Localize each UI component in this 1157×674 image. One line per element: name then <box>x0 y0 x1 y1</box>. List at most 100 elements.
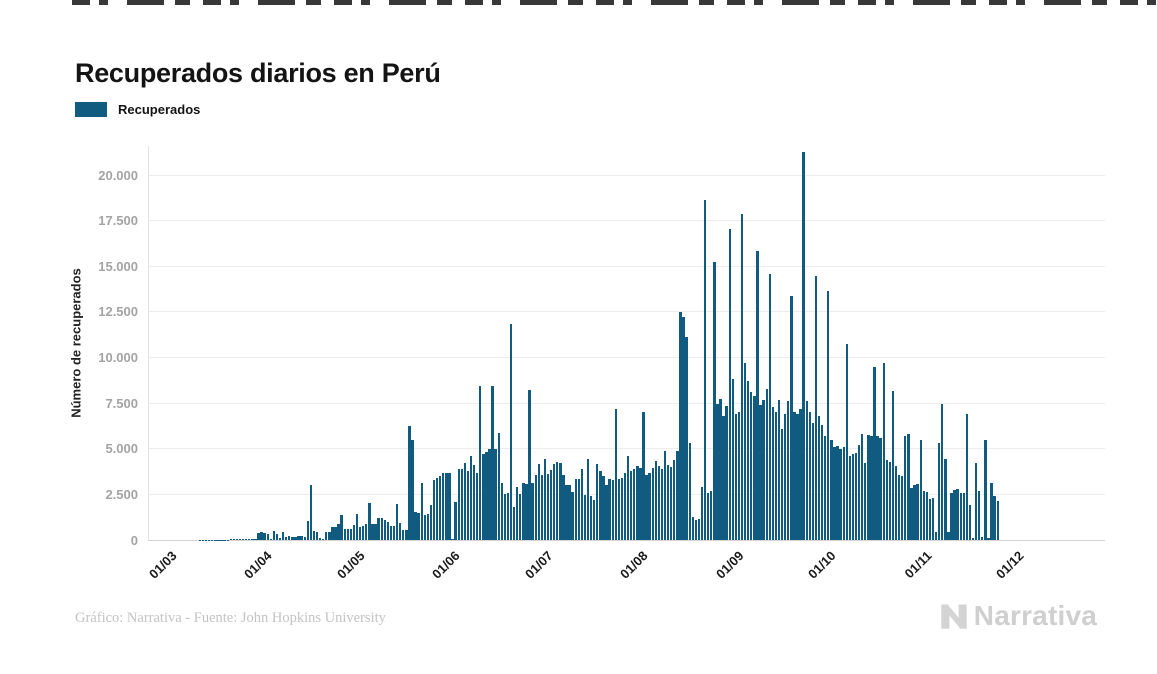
x-tick-label: 01/05 <box>333 548 368 582</box>
bar <box>306 520 309 540</box>
bar <box>568 485 571 540</box>
bar <box>784 414 787 540</box>
bar <box>571 491 574 540</box>
bar <box>405 529 408 540</box>
bar <box>707 493 710 540</box>
x-tick-label: 01/10 <box>805 548 839 582</box>
bar <box>476 472 479 540</box>
bar <box>439 476 442 540</box>
bar <box>334 527 337 540</box>
bar <box>500 483 503 540</box>
bar <box>962 493 965 540</box>
bar <box>374 524 377 540</box>
bar <box>269 538 272 540</box>
bar <box>925 491 929 540</box>
bar <box>380 518 383 540</box>
bar <box>451 539 454 540</box>
bar <box>922 490 925 540</box>
narrativa-logo-icon <box>941 604 967 629</box>
bar <box>716 403 719 540</box>
x-tick-label: 01/04 <box>241 548 276 582</box>
bar <box>956 489 959 540</box>
bar <box>978 490 981 540</box>
bar <box>442 473 445 540</box>
bar <box>981 537 984 540</box>
bar <box>910 488 913 540</box>
bar <box>777 399 781 540</box>
bar <box>660 468 664 540</box>
bar <box>737 412 741 540</box>
bar <box>263 533 266 540</box>
legend-swatch <box>75 102 107 117</box>
bar <box>904 436 907 540</box>
bar <box>389 525 393 540</box>
bar <box>386 521 390 540</box>
bar <box>636 466 639 540</box>
bar <box>466 470 470 540</box>
bar <box>522 483 525 540</box>
bar <box>479 385 482 540</box>
bar <box>790 296 793 540</box>
bar <box>670 467 673 540</box>
bar <box>897 474 901 540</box>
bar <box>497 432 500 540</box>
bar <box>820 425 824 540</box>
bar <box>882 362 885 540</box>
bar <box>272 531 276 540</box>
bar <box>540 474 544 540</box>
x-tick-label: 01/12 <box>992 548 1027 582</box>
y-tick-label: 10.000 <box>98 350 138 366</box>
bar <box>750 392 753 540</box>
bar <box>639 467 642 540</box>
bar <box>291 536 294 540</box>
bar <box>469 456 473 540</box>
bar <box>543 459 547 540</box>
bar <box>740 214 744 540</box>
bar <box>368 502 371 540</box>
bar <box>509 324 513 540</box>
bar <box>318 538 322 540</box>
page-title: Recuperados diarios en Perú <box>75 58 441 89</box>
bar <box>417 512 420 540</box>
bar <box>423 514 426 540</box>
bar <box>990 483 993 540</box>
bar <box>633 468 636 540</box>
bar <box>435 478 439 540</box>
bar <box>275 533 279 540</box>
bar <box>485 452 488 540</box>
bar <box>626 456 630 540</box>
bar <box>688 442 691 540</box>
bar <box>586 459 590 540</box>
bar <box>340 514 343 540</box>
bar <box>537 464 540 540</box>
bar <box>861 434 864 540</box>
bar <box>297 536 300 540</box>
bar <box>331 526 334 540</box>
bar <box>953 489 956 540</box>
bar <box>685 336 688 540</box>
bar <box>343 529 346 540</box>
bar <box>432 479 436 540</box>
bar <box>383 519 386 540</box>
bar <box>842 446 845 540</box>
bar <box>891 390 895 540</box>
bar <box>457 469 460 540</box>
bar <box>460 468 463 540</box>
bar <box>525 484 528 540</box>
y-tick-label: 12.500 <box>98 304 138 320</box>
x-tick-label: 01/09 <box>712 548 747 582</box>
gridline <box>148 402 1105 404</box>
bar <box>534 474 537 540</box>
bar <box>824 436 827 540</box>
bar <box>337 523 340 540</box>
bar <box>448 472 451 540</box>
x-tick-label: 01/06 <box>429 548 463 582</box>
bar <box>596 464 599 540</box>
bar <box>577 478 580 540</box>
x-tick-label: 01/07 <box>521 548 556 582</box>
gridline <box>148 220 1105 222</box>
bar <box>516 487 519 540</box>
bar <box>657 466 661 540</box>
bar <box>700 487 704 540</box>
bar <box>682 316 685 540</box>
